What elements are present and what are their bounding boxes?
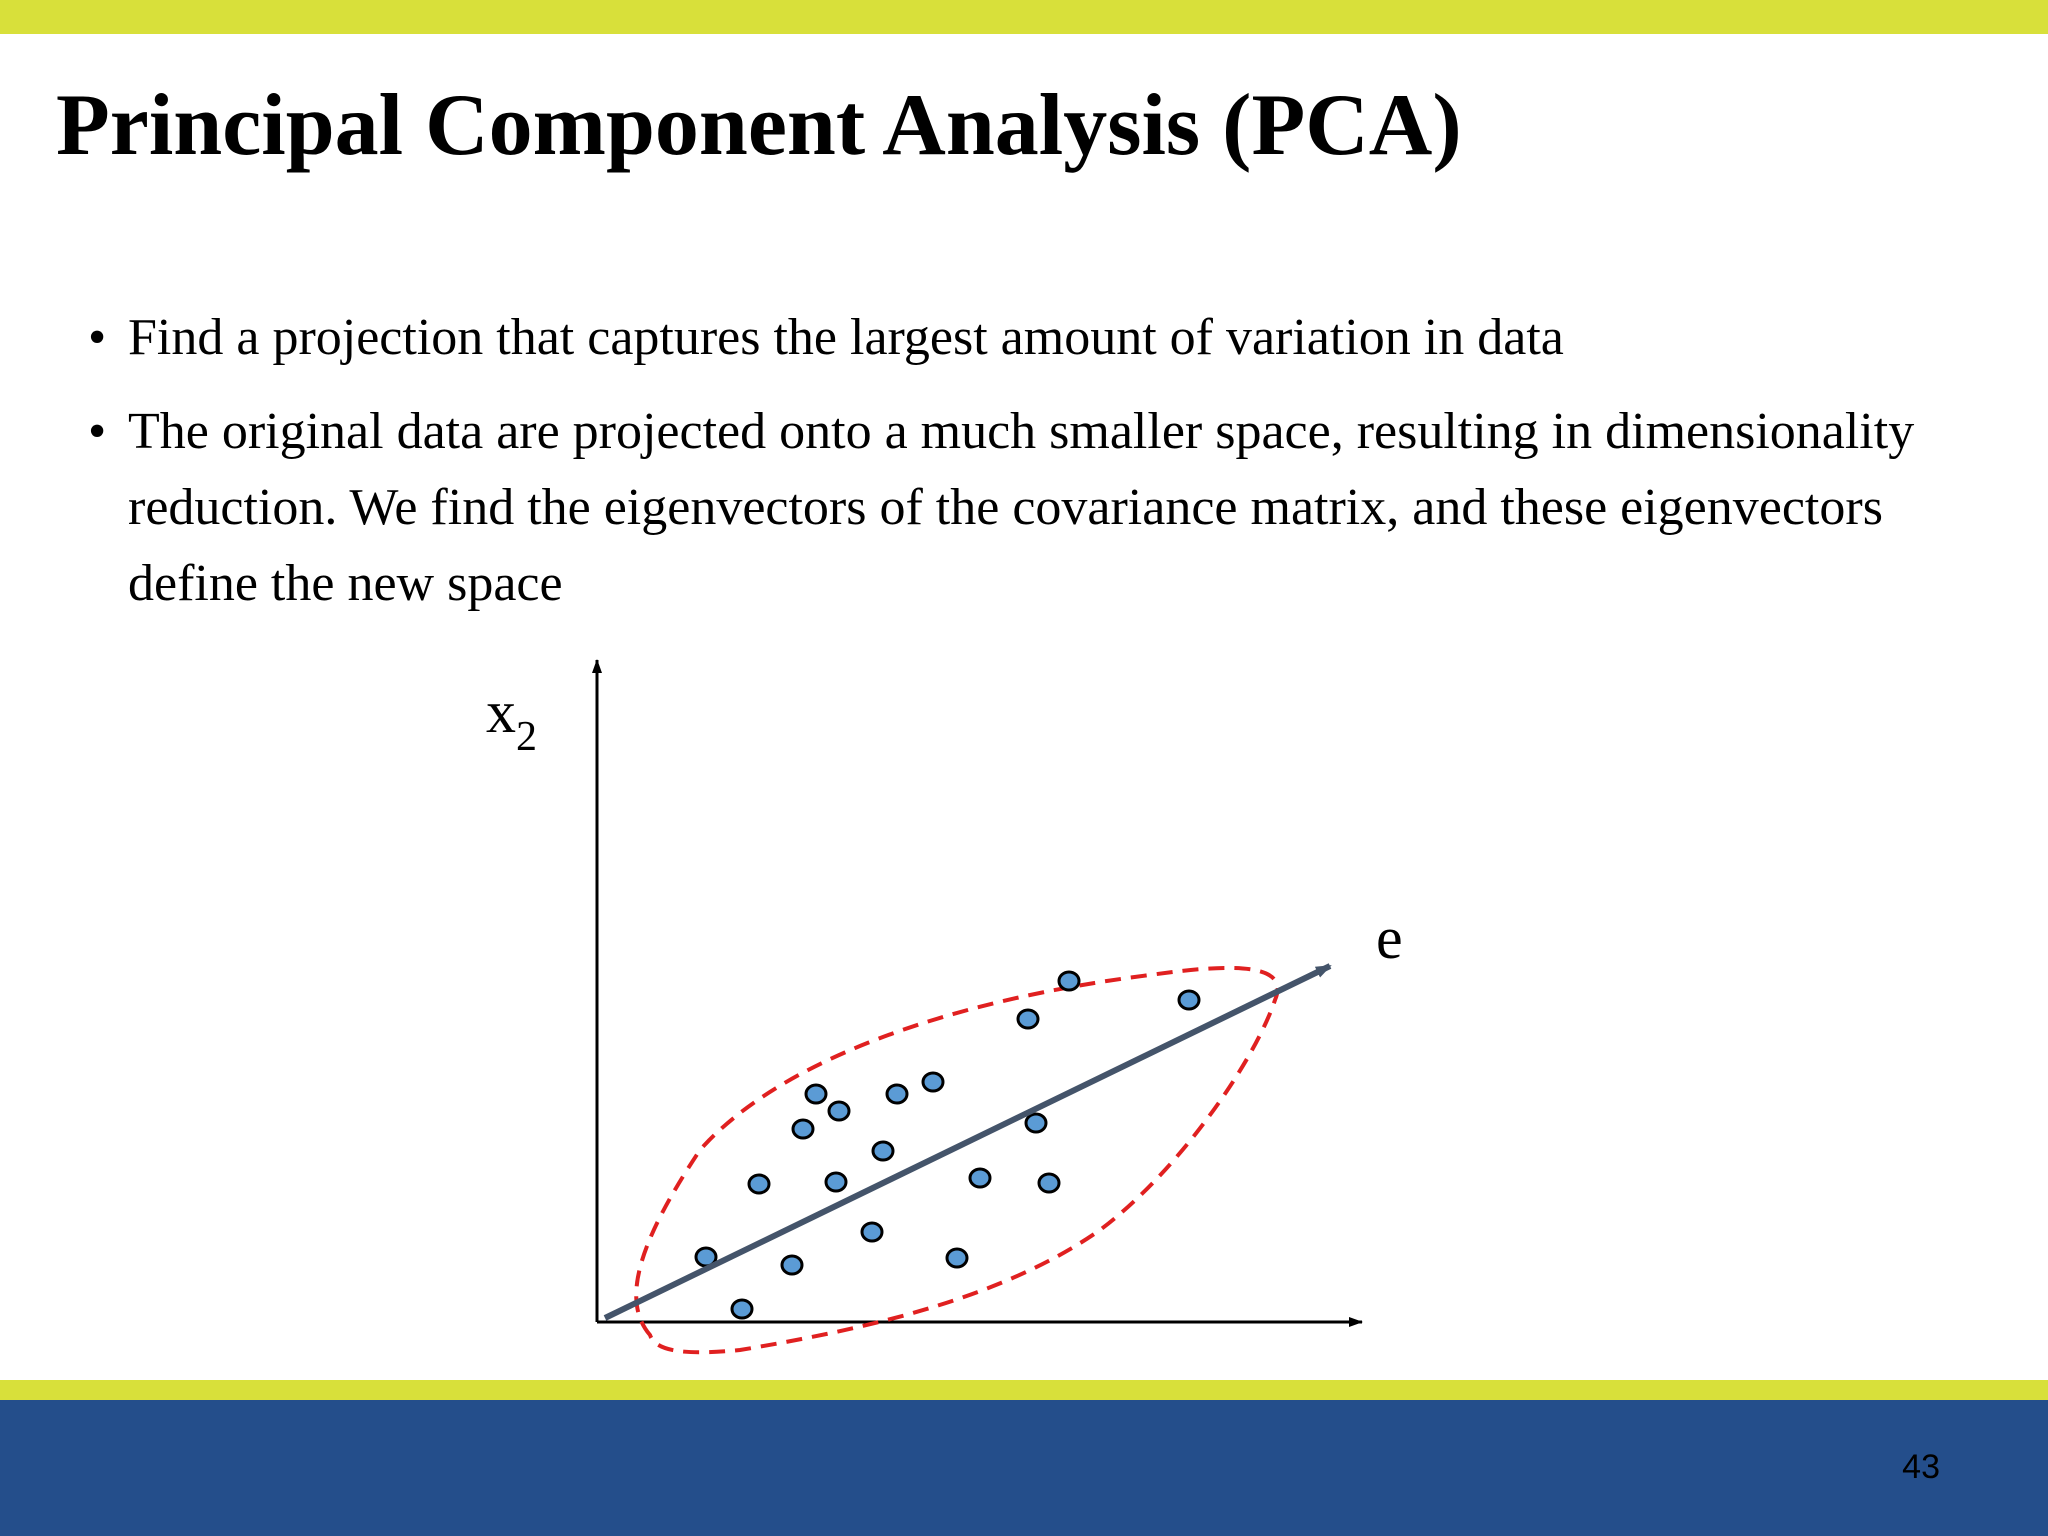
slide-title: Principal Component Analysis (PCA) <box>56 77 1462 174</box>
data-point <box>1024 1112 1048 1134</box>
data-point <box>945 1247 969 1269</box>
bullet-dot: • <box>88 309 107 366</box>
data-point <box>824 1171 848 1193</box>
page-number: 43 <box>1902 1448 1940 1486</box>
variance-ellipse <box>634 965 1280 1355</box>
y-axis-label-sub: 2 <box>516 714 537 760</box>
bullet-item: • Find a projection that captures the la… <box>88 300 1988 376</box>
bullet-list: • Find a projection that captures the la… <box>88 300 1988 640</box>
data-point <box>730 1298 754 1320</box>
data-point <box>1057 970 1081 992</box>
eigenvector-line <box>603 963 1332 1321</box>
footer-accent-band <box>0 1380 2048 1400</box>
bullet-text: The original data are projected onto a m… <box>128 403 1915 612</box>
pca-diagram: e x2 x1 <box>486 659 1411 1448</box>
data-point <box>871 1140 895 1162</box>
data-point <box>1037 1172 1061 1194</box>
y-axis-label: x2 <box>486 679 537 760</box>
data-point <box>860 1221 884 1243</box>
data-point <box>791 1118 815 1140</box>
y-axis-label-base: x <box>486 679 516 745</box>
data-point <box>1016 1008 1040 1030</box>
data-point <box>827 1100 851 1122</box>
data-point <box>968 1167 992 1189</box>
bullet-text: Find a projection that captures the larg… <box>128 309 1564 366</box>
data-point <box>804 1083 828 1105</box>
data-point <box>780 1254 804 1276</box>
data-point <box>921 1071 945 1093</box>
footer-bar <box>0 1400 2048 1536</box>
data-points <box>694 970 1201 1320</box>
bullet-dot: • <box>88 403 107 460</box>
data-point <box>885 1083 909 1105</box>
eigenvector-label: e <box>1376 905 1403 971</box>
data-point <box>1177 989 1201 1011</box>
top-accent-band <box>0 0 2048 34</box>
data-point <box>747 1173 771 1195</box>
bullet-item: • The original data are projected onto a… <box>88 394 1988 622</box>
